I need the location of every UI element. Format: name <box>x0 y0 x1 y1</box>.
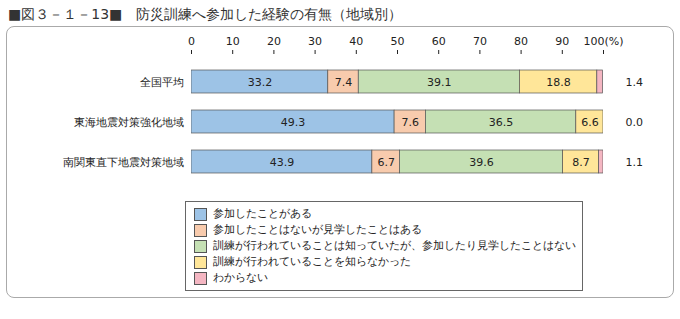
svg-text:50: 50 <box>391 35 405 48</box>
svg-text:7.4: 7.4 <box>335 76 353 89</box>
svg-text:18.8: 18.8 <box>546 76 571 89</box>
svg-text:30: 30 <box>308 35 322 48</box>
svg-text:南関東直下地震対策地域: 南関東直下地震対策地域 <box>63 156 184 169</box>
svg-text:8.7: 8.7 <box>572 156 590 169</box>
svg-text:40: 40 <box>349 35 363 48</box>
svg-text:36.5: 36.5 <box>489 116 514 129</box>
svg-text:1.1: 1.1 <box>626 156 644 169</box>
svg-text:全国平均: 全国平均 <box>140 76 184 89</box>
svg-text:7.6: 7.6 <box>402 116 420 129</box>
svg-text:1.4: 1.4 <box>626 76 644 89</box>
svg-text:0: 0 <box>188 35 195 48</box>
svg-text:100(%): 100(%) <box>583 35 623 48</box>
html-text:■図３－１－13■ 防災訓練へ参加した経験の有無（地域別）: ■図３－１－13■ 防災訓練へ参加した経験の有無（地域別） <box>8 6 403 22</box>
svg-text:0.0: 0.0 <box>626 116 644 129</box>
svg-text:39.1: 39.1 <box>427 76 452 89</box>
svg-text:東海地震対策強化地域: 東海地震対策強化地域 <box>74 116 184 129</box>
svg-text:49.3: 49.3 <box>281 116 306 129</box>
svg-text:70: 70 <box>473 35 487 48</box>
html-text:わからない: わからない <box>213 271 268 283</box>
svg-text:60: 60 <box>432 35 446 48</box>
html-text:参加したことがある: 参加したことがある <box>213 207 312 219</box>
svg-text:33.2: 33.2 <box>248 76 273 89</box>
html-text:訓練が行われていることは知っていたが、参加したり見学したこと: 訓練が行われていることは知っていたが、参加したり見学したことはない <box>213 239 576 251</box>
svg-text:80: 80 <box>514 35 528 48</box>
svg-text:20: 20 <box>267 35 281 48</box>
svg-text:43.9: 43.9 <box>270 156 295 169</box>
svg-text:90: 90 <box>555 35 569 48</box>
svg-text:6.7: 6.7 <box>377 156 395 169</box>
html-text:訓練が行われていることを知らなかった: 訓練が行われていることを知らなかった <box>213 255 411 267</box>
html-text:参加したことはないが見学したことはある: 参加したことはないが見学したことはある <box>213 223 422 235</box>
svg-text:10: 10 <box>226 35 240 48</box>
svg-text:6.6: 6.6 <box>581 116 599 129</box>
svg-text:39.6: 39.6 <box>469 156 494 169</box>
